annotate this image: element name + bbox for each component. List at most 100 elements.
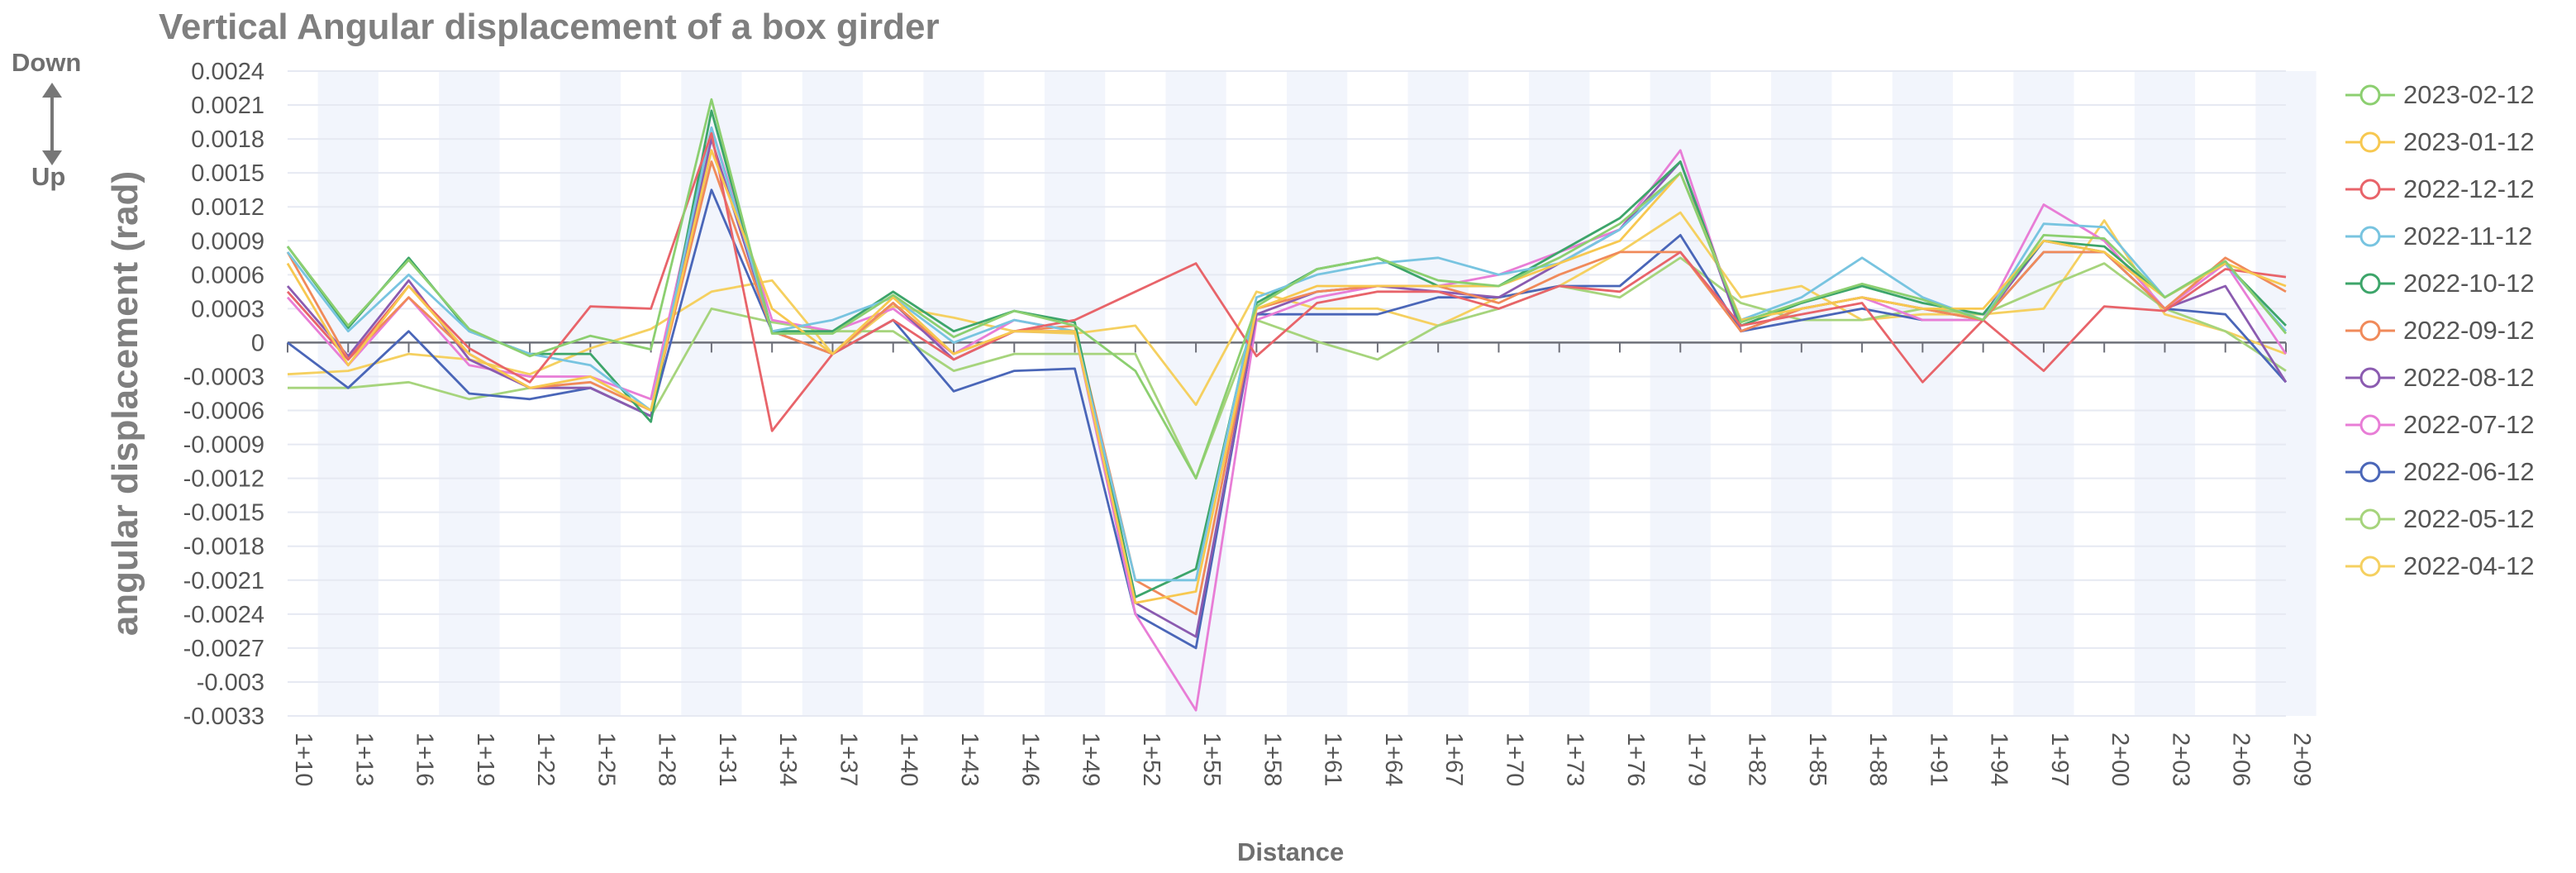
- x-tick-label: 1+94: [1986, 732, 2012, 786]
- legend-label: 2022-05-12: [2403, 503, 2535, 533]
- legend-label: 2022-07-12: [2403, 409, 2535, 439]
- y-tick-label: 0.0015: [191, 160, 264, 187]
- legend-item[interactable]: 2022-08-12: [2345, 354, 2535, 401]
- series-line-2022-09-12: [286, 160, 2287, 616]
- column-band: [923, 71, 984, 716]
- legend-label: 2022-04-12: [2403, 551, 2535, 580]
- x-tick-label: 1+97: [2046, 732, 2073, 786]
- legend: 2023-02-12 2023-01-12 2022-12-12 2022-11-12…: [2345, 71, 2535, 589]
- legend-item[interactable]: 2022-06-12: [2345, 448, 2535, 495]
- y-tick-label: -0.0012: [183, 466, 264, 493]
- legend-item[interactable]: 2023-01-12: [2345, 118, 2535, 165]
- x-tick-label: 1+19: [472, 732, 498, 786]
- series-line-2023-02-12: [286, 98, 2288, 479]
- x-axis-title: Distance: [1237, 837, 1345, 866]
- legend-label: 2022-09-12: [2403, 315, 2535, 345]
- y-tick-label: -0.0033: [183, 704, 264, 730]
- legend-marker-icon: [2345, 320, 2395, 341]
- legend-marker-icon: [2345, 461, 2395, 482]
- x-tick-label: 1+61: [1320, 732, 1346, 786]
- legend-marker-icon: [2345, 556, 2395, 576]
- x-tick-label: 1+82: [1744, 732, 1770, 786]
- y-tick-label: 0.0018: [191, 126, 264, 153]
- legend-marker-icon: [2345, 131, 2395, 152]
- column-band: [2013, 71, 2074, 716]
- legend-item[interactable]: 2022-10-12: [2345, 260, 2535, 307]
- x-tick-label: 1+13: [350, 732, 377, 786]
- y-tick-label: 0.0006: [191, 262, 264, 289]
- y-tick-label: -0.0027: [183, 636, 264, 662]
- y-tick-label: 0.0012: [191, 194, 264, 221]
- column-band: [2255, 71, 2316, 716]
- y-tick-label: -0.0024: [183, 602, 264, 628]
- x-tick-label: 1+55: [1198, 732, 1225, 786]
- legend-marker-icon: [2345, 84, 2395, 105]
- column-band: [1892, 71, 1953, 716]
- x-tick-label: 1+73: [1562, 732, 1588, 786]
- series-group: [286, 98, 2288, 712]
- legend-marker-icon: [2345, 226, 2395, 246]
- x-tick-label: 1+46: [1017, 732, 1043, 786]
- legend-marker-circle: [2359, 226, 2381, 246]
- legend-marker-icon: [2345, 179, 2395, 199]
- x-tick-label: 1+67: [1440, 732, 1467, 786]
- y-tick-label: -0.0003: [183, 364, 264, 390]
- x-tick-label: 1+70: [1501, 732, 1527, 786]
- column-band: [802, 71, 864, 716]
- legend-item[interactable]: 2022-07-12: [2345, 401, 2535, 448]
- x-tick-label: 1+91: [1925, 732, 1951, 786]
- x-tick-label: 1+88: [1864, 732, 1891, 786]
- x-tick-label: 1+34: [774, 732, 801, 786]
- legend-item[interactable]: 2022-04-12: [2345, 542, 2535, 589]
- legend-item[interactable]: 2022-12-12: [2345, 165, 2535, 212]
- y-tick-label: -0.0009: [183, 432, 264, 459]
- x-tick-label: 1+37: [835, 732, 861, 786]
- legend-label: 2023-02-12: [2403, 79, 2535, 109]
- legend-marker-circle: [2359, 131, 2381, 152]
- x-tick-label: 1+40: [896, 732, 922, 786]
- x-tick-label: 1+28: [654, 732, 680, 786]
- x-tick-label: 1+85: [1804, 732, 1831, 786]
- column-band: [1650, 71, 1711, 716]
- column-band: [1407, 71, 1469, 716]
- legend-marker-icon: [2345, 508, 2395, 529]
- y-tick-label: -0.0018: [183, 534, 264, 561]
- x-tick-label: 1+43: [956, 732, 983, 786]
- x-tick-label: 1+25: [593, 732, 619, 786]
- legend-label: 2023-01-12: [2403, 126, 2535, 156]
- x-tick-label: 1+10: [290, 732, 317, 786]
- legend-item[interactable]: 2022-05-12: [2345, 495, 2535, 542]
- y-tick-label: 0.0003: [191, 296, 264, 322]
- legend-label: 2022-12-12: [2403, 174, 2535, 203]
- chart-title: Vertical Angular displacement of a box g…: [159, 7, 940, 47]
- x-tick-label: 2+00: [2107, 732, 2133, 786]
- y-tick-label: -0.003: [197, 670, 264, 696]
- legend-label: 2022-11-12: [2403, 221, 2533, 250]
- x-tick-label: 1+31: [714, 732, 740, 786]
- legend-item[interactable]: 2022-11-12: [2345, 212, 2535, 260]
- column-band: [1529, 71, 1590, 716]
- x-tick-label: 2+06: [2228, 732, 2255, 786]
- x-tick-label: 1+58: [1259, 732, 1285, 786]
- x-tick-label: 2+03: [2167, 732, 2193, 786]
- column-band: [1771, 71, 1832, 716]
- legend-marker-circle: [2359, 461, 2381, 482]
- column-band: [317, 71, 379, 716]
- legend-item[interactable]: 2022-09-12: [2345, 307, 2535, 354]
- x-tick-label: 1+79: [1683, 732, 1709, 786]
- legend-item[interactable]: 2023-02-12: [2345, 71, 2535, 118]
- column-band: [681, 71, 742, 716]
- legend-label: 2022-10-12: [2403, 268, 2535, 298]
- x-tick-label: 1+22: [532, 732, 559, 786]
- legend-marker-circle: [2359, 179, 2381, 199]
- up-down-arrow-icon: [42, 83, 62, 165]
- legend-marker-circle: [2359, 508, 2381, 529]
- legend-marker-icon: [2345, 414, 2395, 435]
- y-tick-label: 0.0024: [191, 59, 264, 85]
- legend-marker-icon: [2345, 367, 2395, 388]
- legend-marker-circle: [2359, 84, 2381, 105]
- series-line-2022-12-12: [286, 131, 2287, 432]
- legend-label: 2022-06-12: [2403, 456, 2535, 486]
- legend-marker-circle: [2359, 273, 2381, 293]
